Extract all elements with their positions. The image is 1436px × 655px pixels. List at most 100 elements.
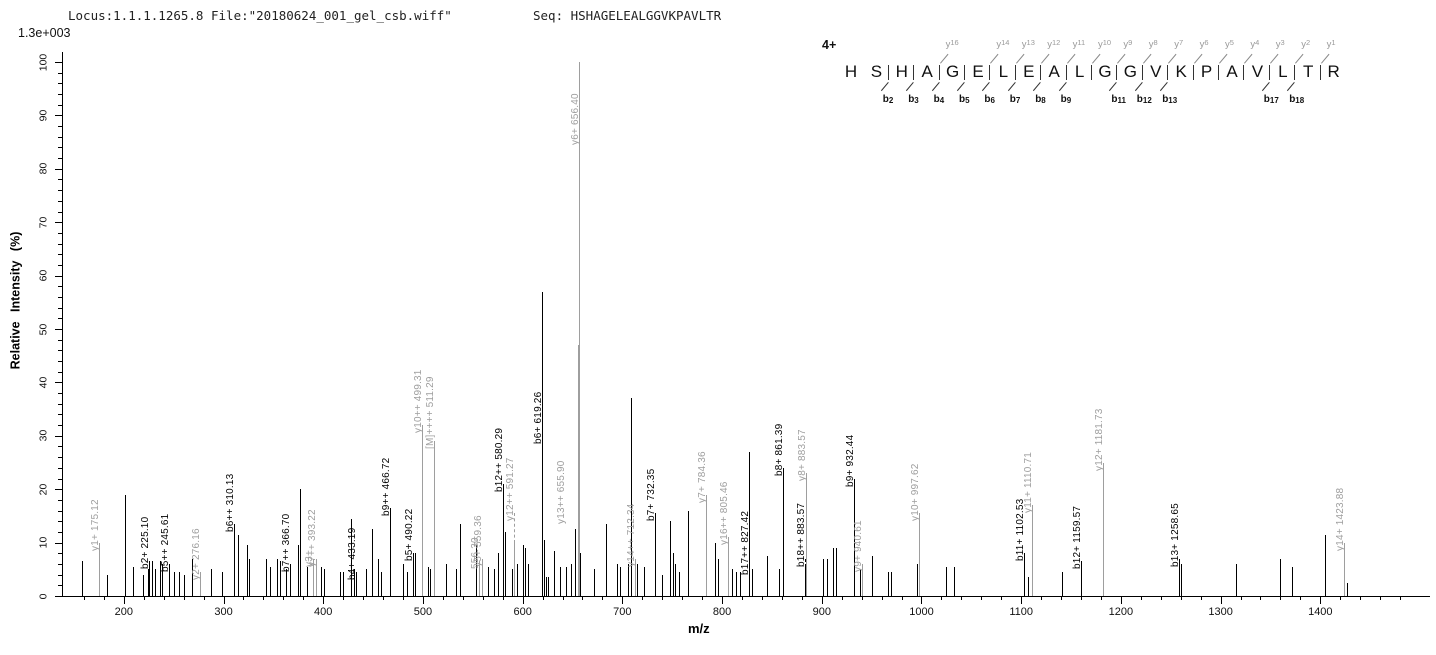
b-ion-slash	[1109, 82, 1118, 92]
spectrum-peak	[343, 571, 345, 596]
y-minor-tick	[58, 467, 62, 469]
x-minor-tick	[781, 596, 783, 600]
precursor-charge-label: 4+	[822, 38, 837, 52]
spectrum-peak	[954, 566, 956, 596]
y-tick	[55, 275, 62, 277]
spectrum-peak	[688, 510, 690, 596]
peak-label: b7++ 366.70	[281, 513, 293, 572]
b-ion-label: b12	[1136, 94, 1152, 105]
residue-letter: R	[1327, 62, 1340, 81]
y-minor-tick	[58, 403, 62, 405]
spectrum-peak	[307, 566, 309, 596]
spectrum-peak	[778, 569, 780, 596]
y-minor-tick	[58, 414, 62, 416]
peak-label: b6+ 619.26	[532, 391, 544, 444]
y-ion-label: y10	[1098, 38, 1112, 50]
b-ion-slash	[931, 82, 940, 92]
y-tick-label: 0	[37, 593, 50, 599]
y-minor-tick	[58, 521, 62, 523]
spectrum-peak	[427, 566, 429, 596]
b-ion-slash	[1134, 82, 1143, 92]
x-minor-tick	[243, 596, 245, 600]
y-ion-label: y12	[1047, 38, 1061, 50]
y-ion-label: y8	[1148, 38, 1158, 50]
spectrum-peak	[516, 563, 518, 596]
peak-label: y13++ 655.90	[556, 460, 568, 524]
spectrum-peak-y-ion	[199, 571, 201, 596]
spectrum-peak-b-ion	[854, 478, 856, 596]
spectrum-peak	[286, 569, 288, 596]
y-minor-tick	[58, 585, 62, 587]
residue-letter: E	[972, 62, 984, 81]
spectrum-peak	[545, 577, 547, 596]
x-tick-label: 500	[413, 606, 433, 618]
spectrum-peak	[570, 563, 572, 596]
spectrum-peak	[154, 569, 156, 596]
spectrum-peak	[1280, 558, 1282, 596]
b-ion-label: b8	[1035, 94, 1046, 105]
spectrum-peak	[1292, 566, 1294, 596]
spectrum-peak	[675, 563, 677, 596]
y-minor-tick	[58, 307, 62, 309]
residue-letter: L	[1278, 62, 1288, 81]
fragmentation-divider	[1040, 65, 1042, 80]
x-minor-tick	[562, 596, 564, 600]
x-minor-tick	[841, 596, 843, 600]
spectrum-peak	[637, 563, 639, 596]
spectrum-peak-b-ion	[148, 561, 150, 596]
spectrum-peak	[871, 555, 873, 596]
y-tick-label: 20	[37, 483, 50, 496]
x-tick-label: 600	[513, 606, 532, 618]
b-ion-label: b18	[1289, 94, 1305, 105]
spectrum-peak	[631, 398, 633, 596]
spectrum-peak-y-ion	[862, 563, 864, 596]
x-minor-tick	[383, 596, 385, 600]
peak-label: b17++ 827.42	[740, 510, 752, 575]
spectrum-peak	[340, 571, 342, 596]
spectrum-peak	[832, 547, 834, 596]
spectrum-peak	[751, 569, 753, 596]
y-tick-label: 10	[37, 536, 50, 549]
y-minor-tick	[58, 243, 62, 245]
spectrum-peak	[238, 534, 240, 596]
y-minor-tick	[58, 425, 62, 427]
spectrum-peak	[580, 553, 582, 596]
spectrum-peak	[606, 523, 608, 596]
b-ion-slash	[956, 82, 965, 92]
spectrum-peak-y-ion	[634, 558, 636, 596]
y-minor-tick	[58, 83, 62, 85]
peak-label: y2+ 276.16	[190, 528, 202, 580]
y-ion-label: y6	[1199, 38, 1209, 50]
peak-label: y7+ 784.36	[697, 450, 709, 503]
fragmentation-divider	[1091, 65, 1092, 80]
peak-label: b9++ 466.72	[380, 457, 392, 516]
spectrum-peak	[247, 545, 249, 596]
spectrum-peak-b-ion	[389, 507, 391, 596]
x-minor-tick	[163, 596, 165, 600]
spectrum-peak-b-ion	[503, 483, 504, 596]
spectrum-peak	[455, 569, 457, 596]
peak-label-leader	[806, 473, 808, 554]
x-tick-label: 1100	[1009, 606, 1034, 618]
b-ion-slash	[1261, 82, 1270, 92]
residue-letter: S	[870, 62, 883, 81]
fragmentation-divider	[1294, 65, 1296, 80]
spectrum-peak	[459, 523, 461, 596]
peak-label: y1+ 175.12	[90, 498, 101, 551]
spectrum-peak-y-ion	[1344, 542, 1346, 596]
residue-letter: A	[1048, 62, 1060, 81]
y-axis-line	[62, 52, 63, 596]
spectrum-peak-b-ion	[413, 553, 415, 596]
x-minor-tick	[702, 596, 704, 600]
residue-letter: A	[1226, 62, 1238, 81]
spectrum-peak-b-ion	[749, 451, 751, 596]
peak-label: b4+ 433.19	[347, 527, 359, 580]
y-minor-tick	[58, 318, 62, 320]
y-minor-tick	[58, 499, 62, 501]
spectrum-peak	[553, 550, 555, 596]
peak-label: y12+ 1181.73	[1093, 407, 1105, 471]
x-tick-label: 900	[812, 606, 831, 618]
residue-letter: H	[844, 62, 858, 81]
spectrum-peak	[324, 569, 326, 596]
